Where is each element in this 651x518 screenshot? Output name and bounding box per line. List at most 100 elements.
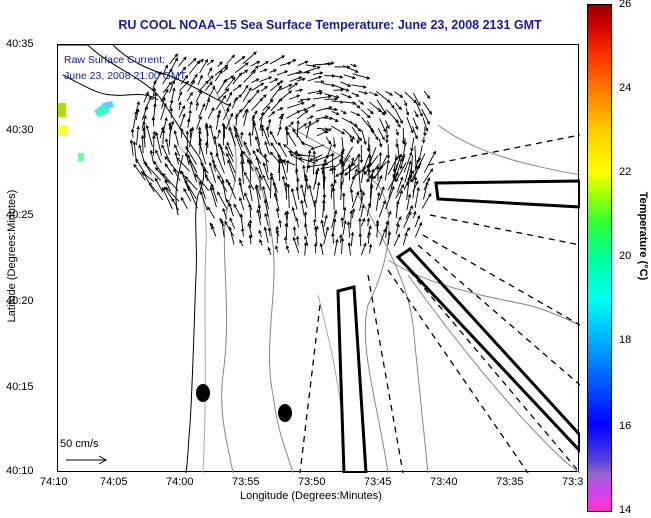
current-vector: [200, 161, 209, 174]
current-vector: [404, 91, 418, 104]
current-vector: [259, 111, 265, 130]
current-vector: [207, 85, 216, 100]
y-tick-label: 40:25: [6, 209, 34, 221]
current-vector: [179, 80, 189, 92]
current-vector: [366, 217, 371, 227]
current-vector: [342, 219, 347, 236]
current-vector: [194, 173, 210, 191]
current-vector: [188, 159, 198, 182]
current-vector: [324, 154, 343, 166]
current-vector: [250, 65, 259, 74]
current-vector: [330, 152, 335, 175]
current-vector: [145, 124, 153, 147]
current-vector: [350, 111, 361, 117]
current-vector: [343, 74, 357, 80]
current-vector: [180, 196, 188, 209]
current-vector: [288, 150, 305, 157]
current-vector: [396, 176, 404, 193]
x-tick-label: 73:55: [232, 476, 260, 488]
current-vector: [324, 93, 340, 99]
current-vector: [152, 87, 156, 100]
current-vector: [204, 97, 211, 111]
current-vector: [184, 175, 198, 191]
current-vector: [259, 238, 263, 246]
current-vector: [224, 76, 236, 91]
current-vector: [262, 99, 274, 112]
current-vector: [199, 180, 206, 200]
current-vector: [331, 125, 346, 135]
current-vector: [217, 128, 221, 139]
current-vector: [413, 92, 421, 107]
current-vector: [214, 69, 223, 82]
current-vector: [313, 167, 320, 190]
colorbar-label: Temperature (°C): [637, 191, 649, 281]
current-vector: [349, 120, 362, 132]
current-vector: [283, 143, 297, 156]
current-vector: [277, 159, 282, 181]
current-vector: [361, 129, 367, 146]
current-vector: [379, 154, 388, 170]
current-vector: [252, 121, 261, 146]
current-vector: [242, 51, 257, 65]
current-vector: [242, 84, 249, 95]
map-plot-area[interactable]: [57, 44, 582, 475]
current-vector: [227, 159, 236, 182]
current-vector: [339, 233, 343, 244]
current-vector: [378, 200, 386, 218]
current-vector: [267, 118, 272, 129]
current-vector: [284, 181, 288, 200]
current-vector: [421, 136, 426, 144]
current-vector: [412, 117, 419, 131]
current-vector: [277, 154, 287, 166]
current-vector: [340, 81, 352, 87]
current-vector: [280, 159, 288, 181]
current-vector: [360, 242, 367, 256]
current-vector: [363, 155, 379, 175]
current-vector: [286, 101, 305, 109]
x-tick-label: 73:3: [562, 476, 584, 488]
current-vector: [216, 78, 227, 94]
current-vector: [417, 145, 423, 162]
current-vector: [302, 164, 306, 182]
current-vector: [255, 166, 263, 181]
current-vector: [289, 94, 301, 100]
scale-label: 50 cm/s: [60, 438, 99, 450]
current-vector: [305, 64, 317, 68]
current-vector: [286, 131, 297, 147]
current-vector: [269, 175, 273, 199]
scale-arrow-icon: [66, 455, 108, 465]
current-vector: [248, 184, 253, 202]
current-vector: [228, 202, 234, 217]
current-vector: [221, 122, 226, 146]
current-vector: [269, 78, 279, 84]
current-vector: [262, 185, 269, 210]
current-vector: [286, 110, 301, 119]
current-vector: [376, 165, 380, 181]
current-vector: [144, 162, 161, 181]
current-vector: [323, 226, 330, 245]
current-vector: [278, 219, 282, 228]
current-vector: [384, 120, 390, 130]
current-vector: [206, 59, 215, 66]
current-vector: [308, 154, 323, 162]
current-vector: [342, 65, 359, 73]
current-vector: [215, 152, 225, 174]
current-vector: [247, 222, 253, 238]
current-vector: [422, 168, 434, 184]
current-vector: [186, 91, 193, 102]
current-vector: [340, 237, 345, 254]
station-marker: [278, 404, 292, 422]
current-vector: [405, 204, 413, 220]
current-vector: [288, 121, 294, 128]
current-vector: [401, 127, 406, 145]
current-vector: [232, 72, 243, 85]
current-vector: [402, 232, 408, 246]
current-vector: [164, 186, 180, 202]
colorbar-tick: 14: [619, 504, 632, 516]
current-vector: [199, 190, 208, 211]
current-vector: [403, 211, 412, 228]
current-vector: [414, 186, 420, 209]
current-vector: [251, 97, 264, 111]
current-vector: [412, 126, 418, 140]
current-vector: [233, 94, 243, 103]
